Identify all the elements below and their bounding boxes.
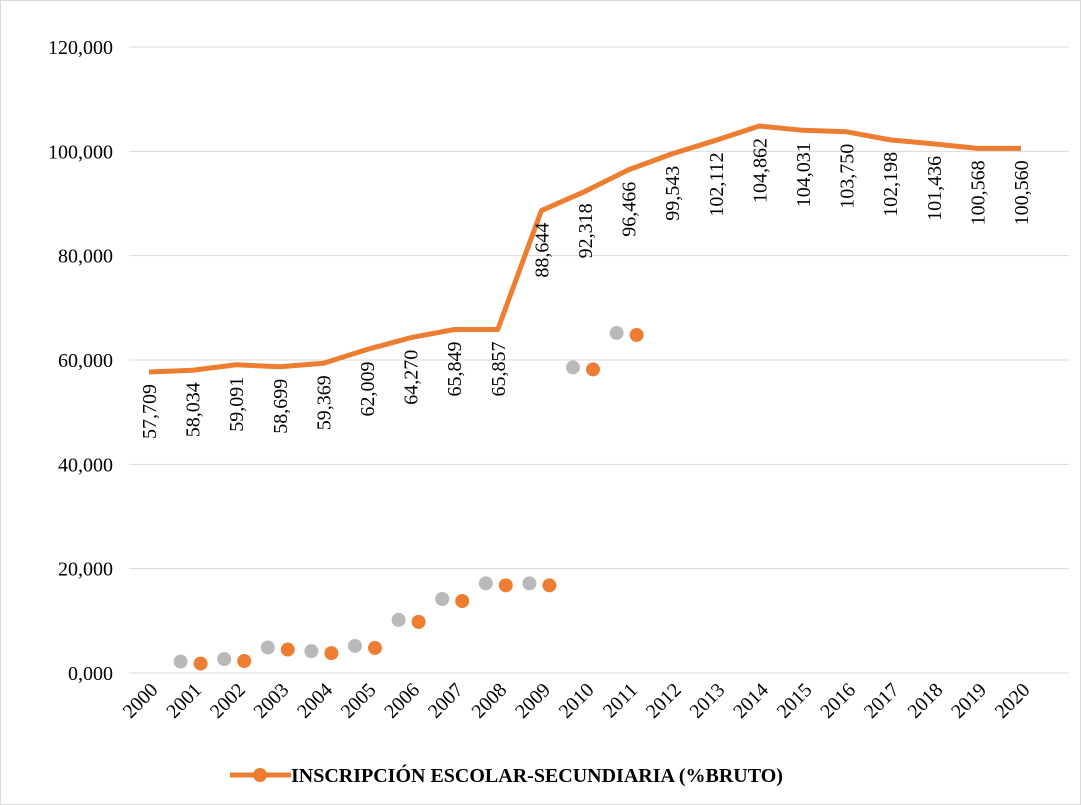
- data-label: 100,560: [1011, 160, 1033, 225]
- scatter-shadow: [348, 638, 362, 653]
- x-axis-ticks: 2000 2001 2002 2003 2004 2005 2006 2007 2008 2009…: [119, 679, 1035, 723]
- data-label: 88,644: [531, 223, 553, 278]
- data-label: 100,568: [967, 160, 989, 225]
- scatter-point: [280, 642, 295, 657]
- scatter-markers: [173, 325, 644, 671]
- data-label: 57,709: [139, 384, 161, 439]
- data-labels: 57,709 58,034 59,091 58,699 59,369 62,009 64,2…: [139, 138, 1033, 439]
- data-label: 101,436: [924, 156, 946, 221]
- scatter-shadow: [217, 652, 232, 667]
- x-tick-label: 2000: [119, 679, 163, 723]
- scatter-shadow: [173, 654, 188, 669]
- scatter-shadow: [566, 360, 580, 375]
- x-tick-label: 2015: [773, 679, 817, 723]
- x-tick-label: 2018: [903, 679, 947, 723]
- legend-label: INSCRIPCIÓN ESCOLAR-SECUNDIARIA (%BRUTO): [291, 763, 783, 787]
- x-tick-label: 2004: [293, 679, 337, 723]
- scatter-shadow: [260, 640, 275, 655]
- data-label: 92,318: [575, 203, 597, 258]
- x-tick-label: 2019: [947, 679, 991, 723]
- data-label: 65,849: [444, 341, 466, 396]
- y-tick-label: 120,000: [48, 37, 113, 59]
- x-tick-label: 2002: [206, 679, 250, 723]
- x-tick-label: 2013: [685, 679, 729, 723]
- data-label: 58,699: [270, 379, 292, 434]
- scatter-point: [455, 594, 470, 609]
- legend-marker: [253, 768, 267, 782]
- data-label: 58,034: [183, 382, 205, 437]
- scatter-point: [629, 327, 644, 342]
- data-label: 65,857: [488, 341, 510, 396]
- scatter-point: [237, 654, 252, 669]
- x-tick-label: 2009: [511, 679, 555, 723]
- data-label: 103,750: [837, 144, 859, 209]
- scatter-shadow: [609, 325, 624, 340]
- data-label: 59,091: [226, 377, 248, 432]
- grid-lines: [129, 46, 1069, 674]
- scatter-shadow: [478, 576, 493, 591]
- data-label: 96,466: [619, 182, 641, 237]
- scatter-point: [586, 362, 600, 377]
- data-label: 99,543: [662, 166, 684, 221]
- y-tick-label: 40,000: [58, 454, 113, 476]
- y-tick-label: 80,000: [58, 246, 113, 268]
- scatter-shadow: [391, 612, 406, 627]
- legend: INSCRIPCIÓN ESCOLAR-SECUNDIARIA (%BRUTO): [230, 763, 783, 787]
- data-label: 64,270: [401, 350, 423, 405]
- x-tick-label: 2020: [991, 679, 1035, 723]
- y-tick-label: 0,000: [68, 663, 113, 685]
- scatter-point: [193, 656, 208, 671]
- scatter-point: [368, 640, 382, 655]
- series-line: [148, 123, 1022, 375]
- x-tick-label: 2017: [860, 679, 904, 723]
- x-tick-label: 2012: [642, 679, 686, 723]
- y-tick-label: 60,000: [58, 350, 113, 372]
- y-axis-ticks: 0,000 20,000 40,000 60,000 80,000 100,000 120,…: [48, 37, 113, 685]
- x-tick-label: 2016: [816, 679, 860, 723]
- data-label: 104,031: [793, 142, 815, 207]
- x-tick-label: 2011: [599, 679, 642, 722]
- x-tick-label: 2003: [249, 679, 293, 723]
- data-label: 104,862: [749, 138, 771, 203]
- x-tick-label: 2001: [162, 679, 206, 723]
- x-tick-label: 2010: [555, 679, 599, 723]
- scatter-point: [498, 578, 513, 593]
- scatter-shadow: [304, 644, 319, 659]
- x-tick-label: 2005: [337, 679, 381, 723]
- x-tick-label: 2014: [729, 679, 773, 723]
- series-polyline: [148, 123, 1022, 375]
- y-tick-label: 100,000: [48, 141, 113, 163]
- data-label: 102,112: [706, 152, 728, 216]
- scatter-point: [411, 614, 426, 629]
- data-label: 59,369: [313, 375, 335, 430]
- scatter-shadow: [435, 592, 450, 607]
- scatter-point: [324, 646, 339, 661]
- x-tick-label: 2006: [380, 679, 424, 723]
- x-tick-label: 2007: [424, 679, 468, 723]
- scatter-point: [542, 578, 557, 593]
- data-label: 102,198: [880, 152, 902, 217]
- y-tick-label: 20,000: [58, 559, 113, 581]
- x-tick-label: 2008: [467, 679, 511, 723]
- scatter-shadow: [522, 576, 537, 591]
- data-label: 62,009: [357, 362, 379, 417]
